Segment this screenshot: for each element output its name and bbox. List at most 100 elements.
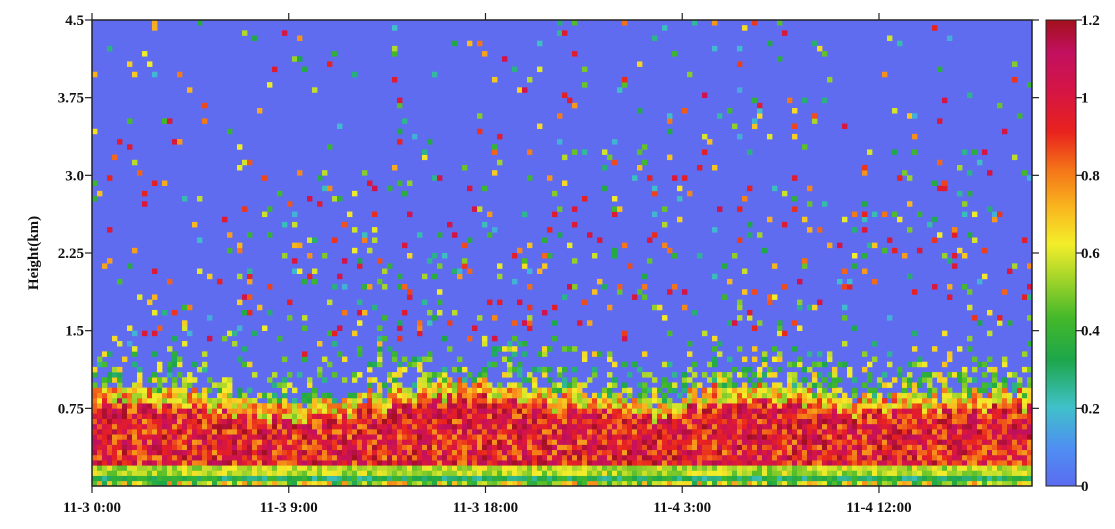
heatmap-cell (602, 185, 608, 192)
heatmap-cell (287, 439, 293, 445)
heatmap-cell (462, 403, 468, 409)
heatmap-cell (882, 71, 888, 78)
heatmap-cell (952, 372, 958, 378)
heatmap-cell (1017, 444, 1023, 451)
heatmap-cell (1017, 480, 1023, 487)
heatmap-cell (662, 429, 668, 435)
heatmap-cell (172, 387, 178, 394)
heatmap-cell (462, 439, 468, 445)
heatmap-cell (622, 439, 628, 445)
heatmap-cell (142, 403, 148, 409)
heatmap-cell (432, 175, 438, 181)
heatmap-cell (742, 418, 748, 425)
heatmap-cell (437, 434, 443, 440)
heatmap-cell (942, 408, 948, 414)
heatmap-cell (197, 434, 203, 440)
colorbar: 00.20.40.60.811.2 (1045, 13, 1100, 495)
heatmap-cell (802, 263, 808, 269)
heatmap-cell (862, 444, 868, 451)
heatmap-cell (237, 423, 243, 430)
heatmap-cell (487, 480, 493, 487)
heatmap-cell (947, 413, 953, 419)
heatmap-cell (397, 180, 403, 186)
heatmap-cell (912, 444, 918, 451)
heatmap-cell (607, 351, 613, 357)
heatmap-cell (627, 444, 633, 451)
heatmap-cell (657, 434, 663, 440)
heatmap-cell (817, 351, 823, 357)
heatmap-cell (812, 449, 818, 456)
heatmap-cell (1017, 113, 1023, 119)
heatmap-cell (892, 470, 898, 476)
heatmap-cell (822, 387, 828, 394)
heatmap-cell (187, 418, 193, 425)
heatmap-cell (777, 397, 783, 404)
heatmap-cell (922, 470, 928, 476)
heatmap-cell (797, 382, 803, 388)
heatmap-cell (407, 289, 413, 295)
heatmap-cell (447, 397, 453, 404)
heatmap-cell (482, 221, 488, 228)
heatmap-cell (177, 403, 183, 409)
heatmap-cell (797, 356, 803, 363)
heatmap-cell (482, 51, 488, 57)
heatmap-cell (882, 470, 888, 476)
heatmap-cell (472, 413, 478, 419)
heatmap-cell (872, 429, 878, 435)
heatmap-cell (997, 460, 1003, 466)
heatmap-cell (297, 408, 303, 414)
heatmap-cell (92, 403, 98, 409)
heatmap-cell (652, 377, 658, 383)
heatmap-cell (762, 361, 768, 368)
heatmap-cell (382, 470, 388, 476)
heatmap-cell (297, 480, 303, 487)
heatmap-cell (342, 397, 348, 404)
heatmap-cell (92, 423, 98, 430)
heatmap-cell (107, 449, 113, 456)
heatmap-cell (757, 108, 763, 114)
heatmap-cell (932, 465, 938, 471)
heatmap-cell (112, 423, 118, 430)
heatmap-cell (542, 263, 548, 269)
heatmap-cell (612, 449, 618, 456)
heatmap-cell (462, 382, 468, 388)
heatmap-cell (407, 470, 413, 476)
heatmap-cell (267, 434, 273, 440)
heatmap-cell (317, 403, 323, 409)
heatmap-cell (472, 465, 478, 471)
heatmap-cell (182, 377, 188, 383)
heatmap-cell (692, 480, 698, 487)
heatmap-cell (372, 413, 378, 419)
heatmap-cell (252, 439, 258, 445)
heatmap-cell (652, 434, 658, 440)
heatmap-cell (957, 408, 963, 414)
heatmap-cell (412, 465, 418, 471)
heatmap-cell (692, 403, 698, 409)
heatmap-cell (577, 382, 583, 388)
heatmap-cell (167, 449, 173, 456)
heatmap-cell (537, 423, 543, 430)
heatmap-cell (487, 423, 493, 430)
heatmap-cell (277, 475, 283, 482)
heatmap-cell (522, 258, 528, 264)
heatmap-cell (177, 387, 183, 394)
heatmap-cell (357, 480, 363, 487)
heatmap-cell (197, 470, 203, 476)
heatmap-cell (152, 439, 158, 445)
heatmap-cell (627, 263, 633, 269)
heatmap-cell (762, 439, 768, 445)
heatmap-cell (632, 408, 638, 414)
heatmap-cell (662, 460, 668, 466)
heatmap-cell (792, 387, 798, 394)
heatmap-cell (682, 454, 688, 461)
heatmap-cell (122, 413, 128, 419)
heatmap-cell (792, 434, 798, 440)
heatmap-cell (587, 423, 593, 430)
heatmap-cell (317, 397, 323, 404)
heatmap-cell (742, 392, 748, 399)
heatmap-cell (667, 382, 673, 388)
heatmap-cell (92, 196, 98, 202)
heatmap-cell (352, 377, 358, 383)
heatmap-cell (1007, 423, 1013, 430)
heatmap-cell (457, 444, 463, 451)
